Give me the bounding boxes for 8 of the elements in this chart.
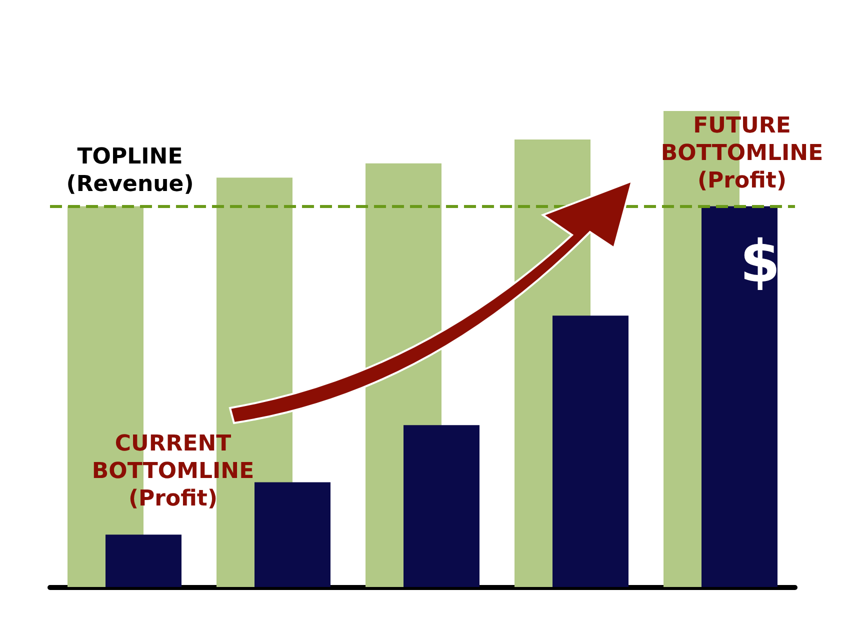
bar	[254, 482, 330, 587]
annotation: FUTURE BOTTOMLINE (Profit)	[660, 113, 824, 194]
bar	[552, 316, 628, 587]
bar	[404, 425, 480, 587]
annotation: $	[740, 227, 780, 296]
annotation: TOPLINE (Revenue)	[66, 144, 194, 197]
bar	[702, 206, 778, 587]
bar	[106, 534, 182, 587]
